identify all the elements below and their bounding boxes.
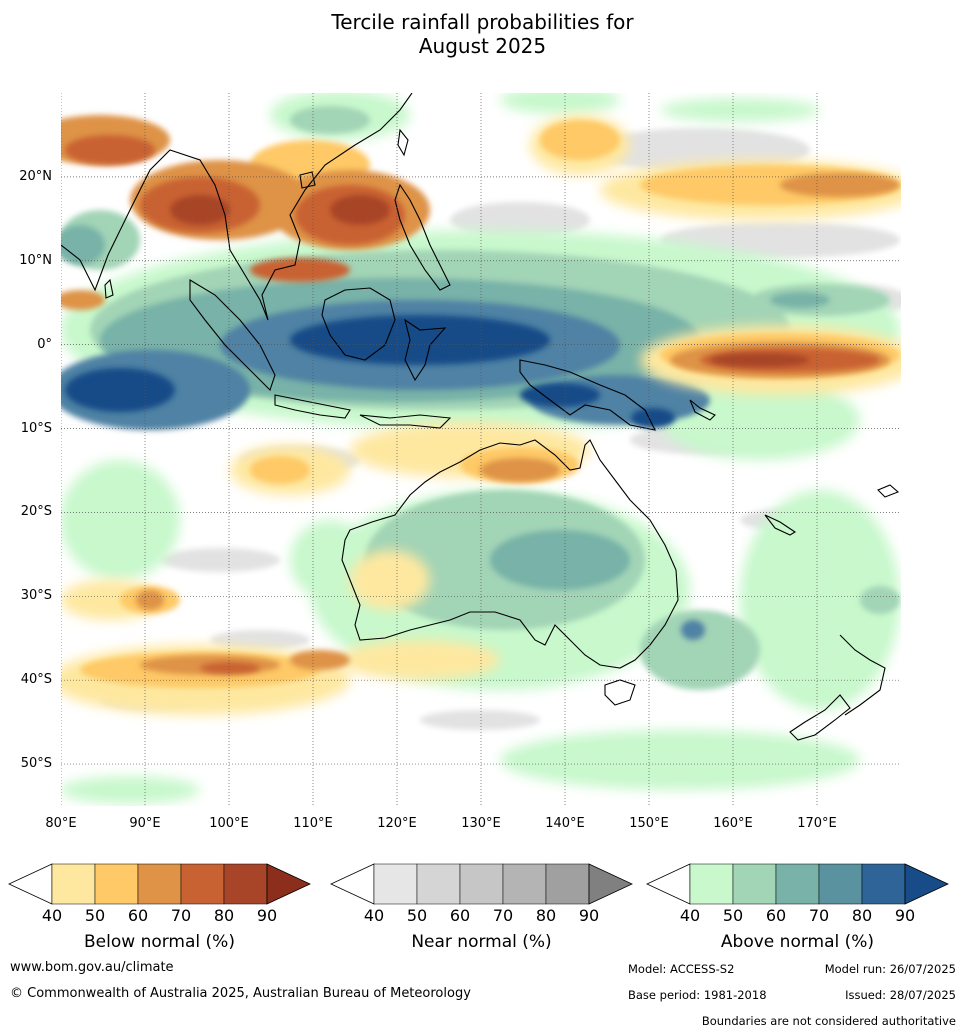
new-zealand-coastline (839, 634, 886, 716)
above-normal-core (65, 315, 675, 428)
footer-issued: Issued: 28/07/2025 (845, 988, 956, 1002)
longitude-label: 160°E (713, 816, 753, 831)
colorbar-segment (818, 863, 863, 905)
longitude-label: 170°E (797, 816, 837, 831)
colorbar-title: Below normal (%) (84, 932, 235, 952)
latitude-label: 50°S (20, 756, 52, 772)
colorbar-tick-label: 40 (41, 906, 63, 925)
colorbar-max-arrow (588, 863, 633, 905)
colorbar-tick-label: 80 (851, 906, 873, 925)
colorbar-segment (137, 863, 182, 905)
lesser-sunda-coastline (359, 414, 452, 429)
colorbar-tick-label: 70 (808, 906, 830, 925)
colorbar-tick-label: 60 (127, 906, 149, 925)
sumatra-coastline (189, 279, 276, 392)
below-normal-core (170, 195, 810, 367)
longitude-label: 140°E (545, 816, 585, 831)
colorbar-tick-label: 70 (170, 906, 192, 925)
colorbar-segment (373, 863, 418, 905)
colorbar-tick-label: 60 (449, 906, 471, 925)
colorbar-tick-label: 80 (213, 906, 235, 925)
latitude-label: 30°S (20, 588, 52, 604)
colorbar-tick-label: 90 (578, 906, 600, 925)
colorbar-min-arrow (646, 863, 691, 905)
sulawesi-coastline (404, 318, 447, 382)
colorbar-title: Above normal (%) (720, 932, 875, 952)
probability-field (61, 93, 901, 806)
mainland-asia-coastline (61, 93, 413, 321)
footer-disclaimer: Boundaries are not considered authoritat… (701, 1014, 956, 1028)
latitude-label: 10°S (20, 420, 52, 436)
hainan-coastline (299, 171, 316, 189)
longitude-label: 110°E (293, 816, 333, 831)
colorbar-segment (223, 863, 268, 905)
footer-base-period: Base period: 1981-2018 (628, 988, 767, 1002)
colorbar-tick-label: 40 (679, 906, 701, 925)
australia-coastline (341, 439, 679, 669)
colorbar-min-arrow (330, 863, 375, 905)
colorbar-segment (94, 863, 139, 905)
colorbar-tick-label: 90 (256, 906, 278, 925)
latitude-label: 20°N (19, 168, 52, 184)
graticule (61, 93, 901, 806)
longitude-label: 100°E (209, 816, 249, 831)
colorbar-tick-label: 80 (535, 906, 557, 925)
footer-copyright: © Commonwealth of Australia 2025, Austra… (10, 986, 471, 1001)
footer-model-run: Model run: 26/07/2025 (824, 962, 956, 976)
colorbar-min-arrow (8, 863, 53, 905)
java-coastline (274, 394, 351, 419)
colorbar-max-arrow (266, 863, 311, 905)
colorbar-tick-label: 90 (894, 906, 916, 925)
colorbar-segment (545, 863, 590, 905)
taiwan-coastline (397, 128, 409, 157)
map-title-line1: Tercile rainfall probabilities for (331, 10, 634, 34)
latitude-label: 10°N (19, 252, 52, 268)
latitude-label: 40°S (20, 672, 52, 688)
colorbar-segment (861, 863, 906, 905)
colorbar-tick-label: 50 (406, 906, 428, 925)
new-caledonia-coastline (764, 514, 797, 536)
colorbar-segment (689, 863, 734, 905)
solomon-islands-coastline (689, 399, 716, 421)
fiji-coastline (877, 484, 900, 498)
longitude-label: 90°E (129, 816, 161, 831)
map-title-line2: August 2025 (418, 34, 547, 58)
colorbar-tick-label: 50 (84, 906, 106, 925)
colorbar-segment (51, 863, 96, 905)
longitude-label: 120°E (377, 816, 417, 831)
colorbar-tick-label: 40 (363, 906, 385, 925)
colorbar-title: Near normal (%) (411, 932, 552, 952)
colorbar-max-arrow (904, 863, 949, 905)
colorbar-segment (502, 863, 547, 905)
footer-model: Model: ACCESS-S2 (628, 962, 735, 976)
footer-url: www.bom.gov.au/climate (10, 960, 174, 975)
sri-lanka-coastline (104, 278, 114, 299)
borneo-coastline (321, 287, 396, 361)
colorbar-legends (8, 863, 949, 905)
longitude-label: 150°E (629, 816, 669, 831)
new-guinea-coastline (519, 359, 656, 431)
new-zealand-south-coastline (789, 694, 851, 741)
philippines-coastline (394, 183, 451, 291)
colorbar-tick-label: 60 (765, 906, 787, 925)
latitude-label: 20°S (20, 504, 52, 520)
colorbar-segment (732, 863, 777, 905)
colorbar-tick-label: 50 (722, 906, 744, 925)
colorbar-segment (416, 863, 461, 905)
coastlines (61, 93, 900, 741)
colorbar-segment (459, 863, 504, 905)
colorbar-tick-label: 70 (492, 906, 514, 925)
longitude-label: 130°E (461, 816, 501, 831)
latitude-label: 0° (37, 336, 52, 352)
colorbar-segment (180, 863, 225, 905)
colorbar-segment (775, 863, 820, 905)
longitude-label: 80°E (45, 816, 77, 831)
